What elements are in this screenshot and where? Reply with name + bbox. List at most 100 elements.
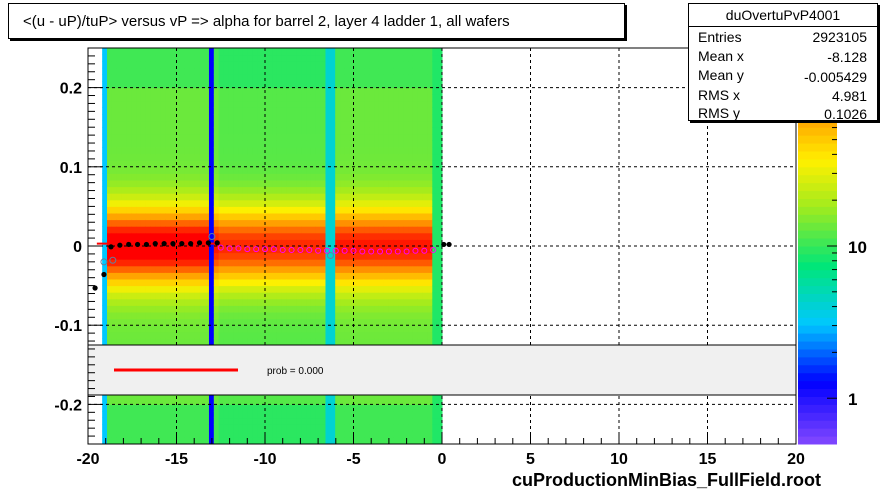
heatmap-cell bbox=[136, 107, 142, 115]
heatmap-cell bbox=[262, 404, 268, 412]
heatmap-cell bbox=[189, 226, 195, 234]
heatmap-cell bbox=[213, 48, 220, 56]
heatmap-cell bbox=[281, 120, 288, 128]
heatmap-cell bbox=[432, 252, 438, 260]
heatmap-cell bbox=[102, 114, 108, 122]
heatmap-cell bbox=[267, 417, 273, 425]
heatmap-cell bbox=[116, 160, 123, 168]
heatmap-cell bbox=[427, 259, 433, 267]
heatmap-cell bbox=[403, 140, 409, 148]
heatmap-cell bbox=[344, 173, 351, 181]
heatmap-cell bbox=[412, 312, 419, 320]
heatmap-cell bbox=[349, 166, 356, 174]
heatmap-cell bbox=[121, 166, 127, 174]
heatmap-cell bbox=[412, 48, 419, 56]
heatmap-cell bbox=[349, 133, 356, 141]
heatmap-cell bbox=[121, 67, 127, 75]
heatmap-cell bbox=[184, 417, 191, 425]
heatmap-cell bbox=[393, 292, 399, 300]
heatmap-cell bbox=[218, 74, 225, 82]
heatmap-cell bbox=[422, 54, 428, 62]
heatmap-cell bbox=[223, 411, 229, 419]
heatmap-cell bbox=[408, 265, 414, 273]
heatmap-cell bbox=[238, 279, 244, 287]
heatmap-cell bbox=[257, 61, 263, 69]
colorbar-segment bbox=[798, 341, 837, 350]
heatmap-cell bbox=[242, 265, 249, 273]
heatmap-cell bbox=[330, 61, 336, 69]
heatmap-cell bbox=[179, 424, 186, 432]
heatmap-cell bbox=[276, 298, 283, 306]
heatmap-cell bbox=[233, 147, 239, 155]
heatmap-cell bbox=[359, 120, 365, 128]
heatmap-cell bbox=[315, 67, 322, 75]
heatmap-cell bbox=[388, 199, 394, 207]
heatmap-cell bbox=[335, 298, 341, 306]
heatmap-cell bbox=[257, 199, 263, 207]
heatmap-cell bbox=[126, 206, 132, 214]
heatmap-cell bbox=[344, 114, 351, 122]
heatmap-cell bbox=[116, 219, 123, 227]
heatmap-cell bbox=[286, 331, 292, 339]
heatmap-cell bbox=[374, 430, 380, 438]
heatmap-cell bbox=[170, 87, 176, 95]
heatmap-cell bbox=[422, 325, 428, 333]
heatmap-cell bbox=[276, 424, 283, 432]
heatmap-cell bbox=[276, 338, 283, 346]
heatmap-cell bbox=[233, 193, 239, 201]
heatmap-cell bbox=[325, 100, 331, 108]
heatmap-cell bbox=[354, 186, 360, 194]
heatmap-cell bbox=[417, 305, 424, 313]
heatmap-cell bbox=[204, 81, 210, 89]
heatmap-cell bbox=[296, 48, 302, 56]
profile-point-magenta bbox=[297, 246, 304, 253]
heatmap-cell bbox=[194, 411, 200, 419]
heatmap-cell bbox=[213, 140, 220, 148]
heatmap-cell bbox=[291, 424, 297, 432]
heatmap-cell bbox=[276, 153, 283, 161]
heatmap-cell bbox=[179, 114, 186, 122]
heatmap-cell bbox=[315, 114, 322, 122]
heatmap-cell bbox=[432, 312, 438, 320]
heatmap-cell bbox=[286, 417, 292, 425]
heatmap-cell bbox=[170, 107, 176, 115]
heatmap-cell bbox=[107, 232, 113, 240]
heatmap-cell bbox=[174, 206, 181, 214]
heatmap-cell bbox=[194, 180, 200, 188]
heatmap-cell bbox=[306, 312, 312, 320]
heatmap-cell bbox=[432, 160, 438, 168]
heatmap-cell bbox=[422, 338, 428, 346]
heatmap-cell bbox=[417, 279, 424, 287]
heatmap-cell bbox=[223, 133, 229, 141]
heatmap-cell bbox=[165, 397, 171, 405]
heatmap-cell bbox=[359, 285, 365, 293]
heatmap-cell bbox=[281, 74, 288, 82]
heatmap-cell bbox=[325, 180, 331, 188]
heatmap-cell bbox=[228, 114, 234, 122]
heatmap-cell bbox=[165, 232, 171, 240]
heatmap-cell bbox=[398, 259, 404, 267]
heatmap-cell bbox=[257, 114, 263, 122]
heatmap-cell bbox=[111, 107, 118, 115]
heatmap-cell bbox=[369, 252, 375, 260]
heatmap-cell bbox=[199, 166, 205, 174]
heatmap-cell bbox=[179, 246, 186, 254]
heatmap-cell bbox=[301, 133, 307, 141]
heatmap-cell bbox=[170, 272, 176, 280]
heatmap-cell bbox=[160, 232, 166, 240]
heatmap-cell bbox=[184, 213, 191, 221]
heatmap-cell bbox=[408, 206, 414, 214]
heatmap-cell bbox=[286, 305, 292, 313]
heatmap-cell bbox=[354, 120, 360, 128]
heatmap-cell bbox=[432, 199, 438, 207]
heatmap-cell bbox=[349, 54, 356, 62]
heatmap-cell bbox=[359, 94, 365, 102]
heatmap-cell bbox=[320, 54, 326, 62]
heatmap-cell bbox=[102, 226, 108, 234]
heatmap-cell bbox=[252, 312, 259, 320]
heatmap-cell bbox=[208, 259, 215, 267]
heatmap-cell bbox=[340, 338, 346, 346]
heatmap-cell bbox=[335, 305, 341, 313]
heatmap-cell bbox=[194, 292, 200, 300]
heatmap-cell bbox=[233, 292, 239, 300]
